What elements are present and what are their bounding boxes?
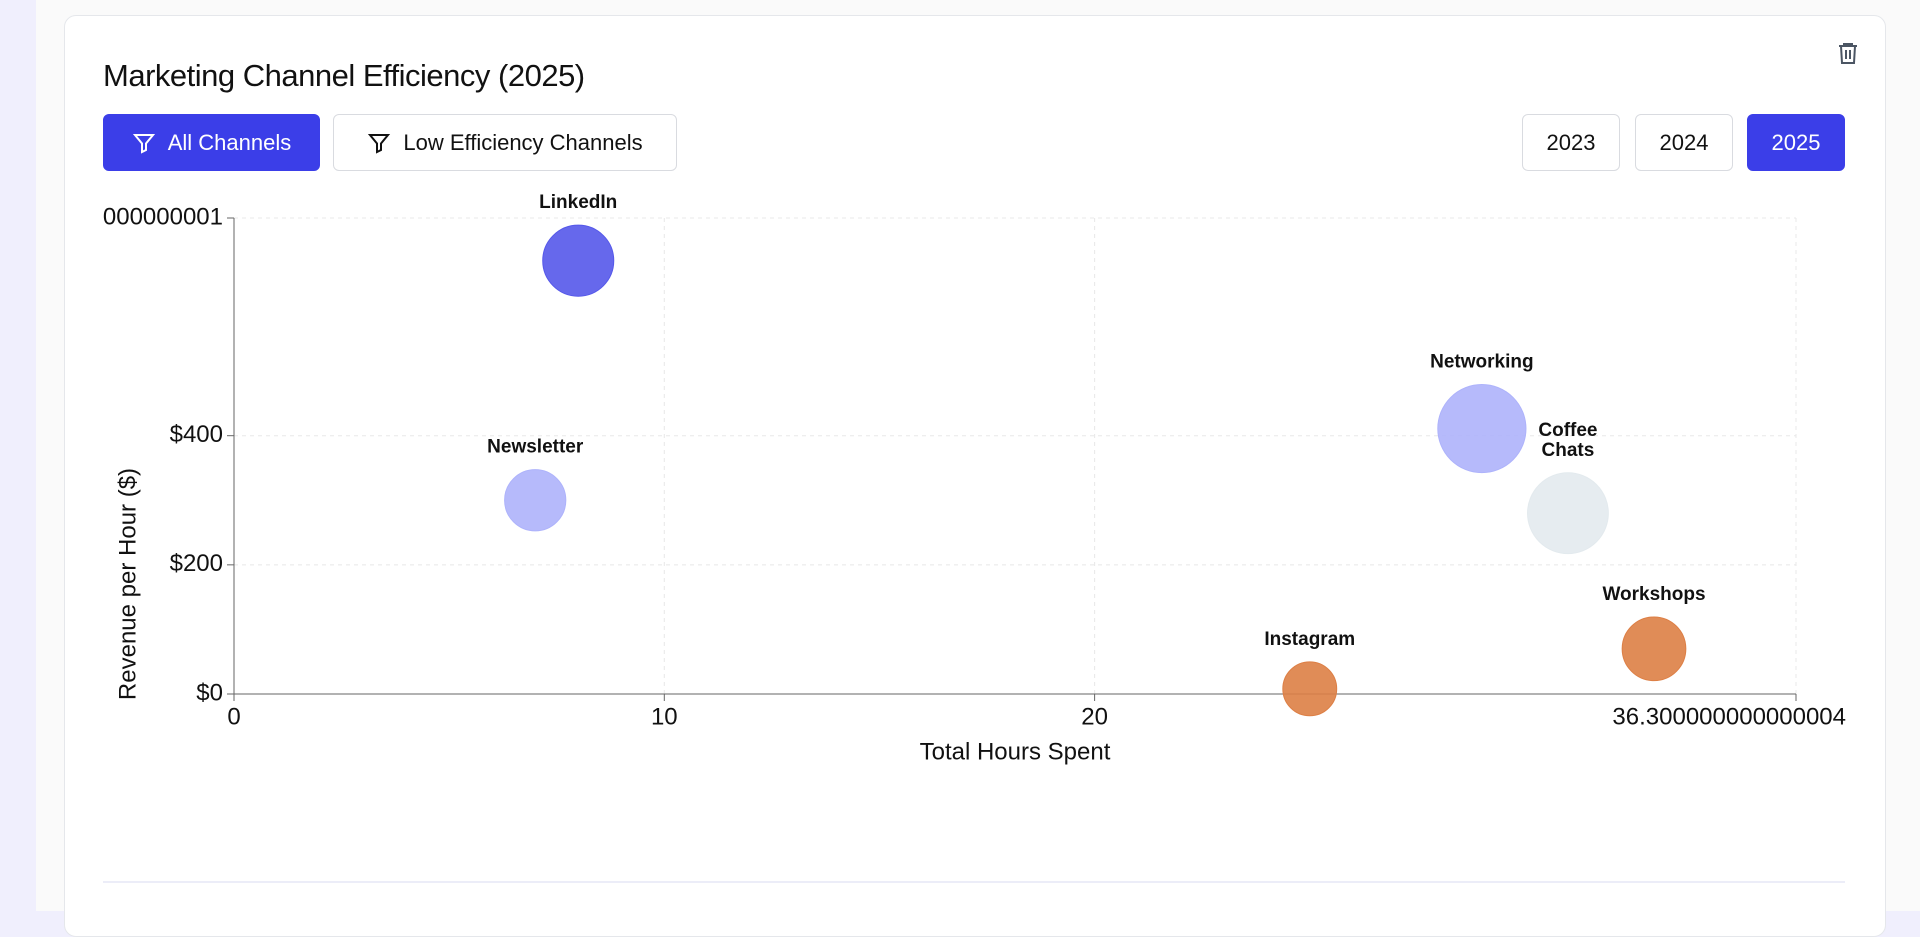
- y-tick-label: $400: [170, 421, 223, 448]
- filter-icon: [368, 133, 391, 154]
- x-tick-label: 10: [651, 703, 678, 730]
- filter-icon: [132, 133, 155, 154]
- y-tick-label: $0: [196, 679, 223, 706]
- bubble: [542, 224, 615, 297]
- bubble-label: Workshops: [1602, 584, 1705, 605]
- chart-title: Marketing Channel Efficiency (2025): [103, 58, 585, 93]
- bubble: [1527, 472, 1609, 555]
- bubble: [1621, 616, 1687, 682]
- year-button[interactable]: 2025: [1747, 114, 1845, 171]
- button-label: Low Efficiency Channels: [403, 129, 643, 155]
- bubble: [1437, 384, 1527, 474]
- bubble-label: LinkedIn: [539, 192, 617, 213]
- bubble: [1282, 661, 1338, 717]
- x-axis-label: Total Hours Spent: [920, 738, 1111, 765]
- y-tick-label: $737.1000000000001: [0, 203, 223, 230]
- bubble-label: Newsletter: [487, 437, 584, 458]
- year-button[interactable]: 2024: [1635, 114, 1733, 171]
- x-tick-label: 20: [1081, 703, 1108, 730]
- bubble-label: Networking: [1430, 352, 1533, 373]
- bubble-label: Coffee Chats: [1538, 420, 1597, 461]
- y-tick-label: $200: [170, 550, 223, 577]
- year-button[interactable]: 2023: [1522, 114, 1620, 171]
- chart: $0 $200 $400 $737.1000000000001 0 10 20 36.3000…: [0, 43, 1857, 883]
- bubble-label: Instagram: [1264, 629, 1355, 650]
- button-label: All Channels: [167, 129, 292, 155]
- x-tick-label: 36.300000000000004: [1612, 703, 1846, 730]
- x-tick-label: 0: [227, 703, 240, 730]
- filter-button[interactable]: Low Efficiency Channels: [333, 114, 677, 171]
- y-axis-label: Revenue per Hour ($): [114, 468, 141, 700]
- delete-icon[interactable]: [1839, 43, 1857, 64]
- y-axis: $0 $200 $400 $737.1000000000001: [0, 203, 223, 706]
- bubble: [504, 469, 567, 532]
- filter-button[interactable]: All Channels: [103, 114, 320, 171]
